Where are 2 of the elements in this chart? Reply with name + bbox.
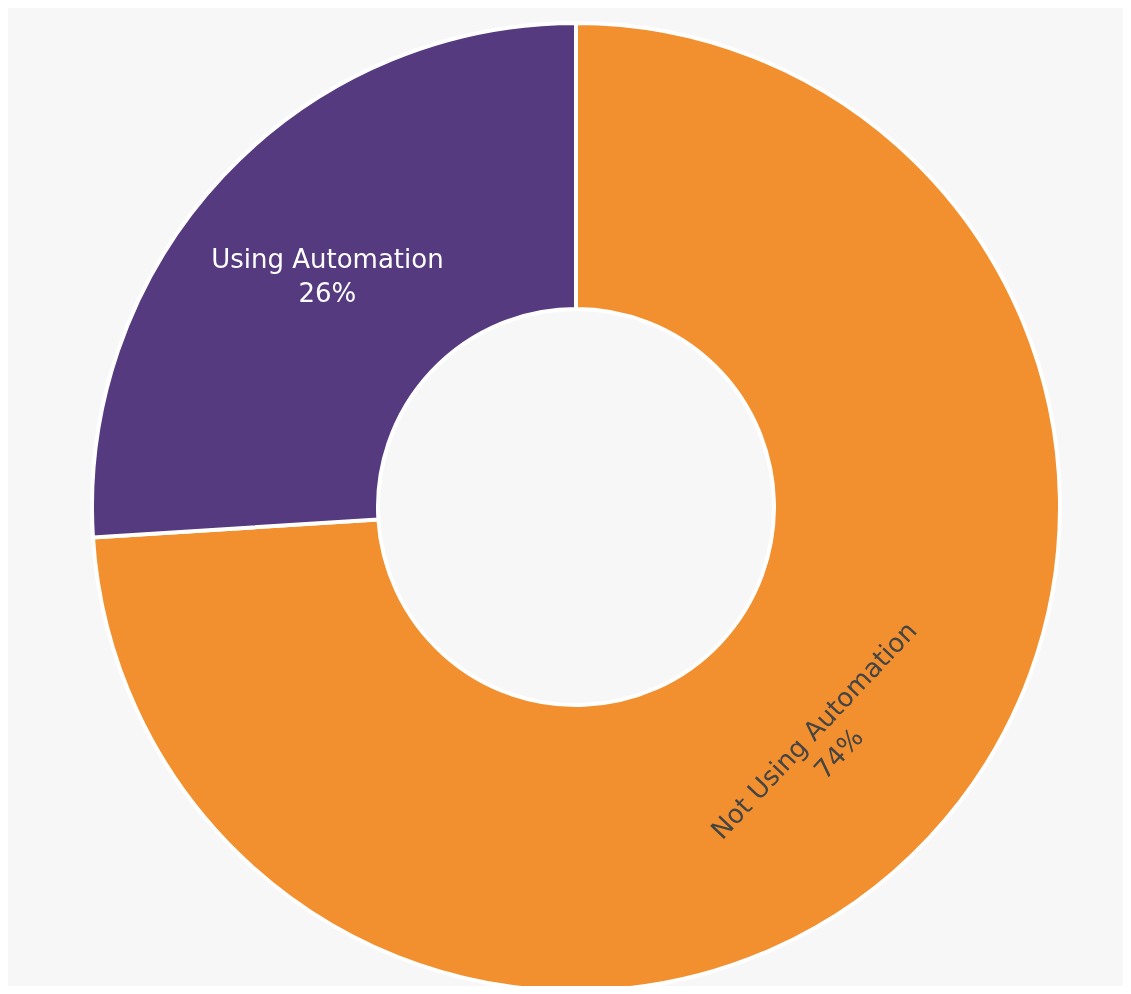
slice-label: Using Automation bbox=[211, 243, 444, 274]
data-label: 26% bbox=[298, 277, 357, 308]
